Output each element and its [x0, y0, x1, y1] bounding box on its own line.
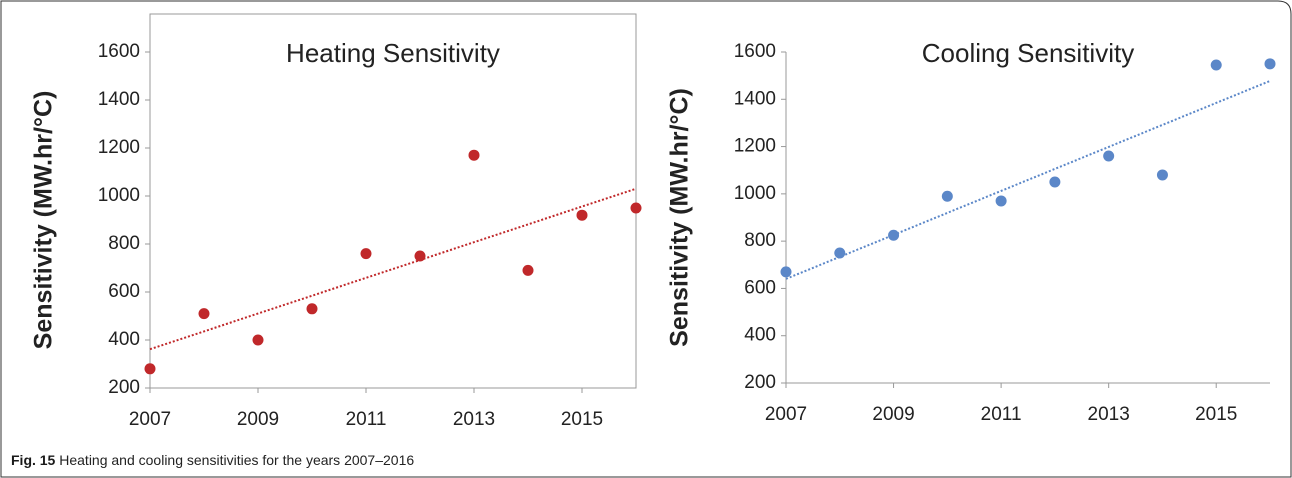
x-tick-label: 2015 — [1195, 404, 1237, 425]
x-tick-label: 2011 — [981, 404, 1022, 425]
point — [306, 303, 318, 315]
point — [522, 264, 534, 276]
chart-title: Cooling Sensitivity — [922, 38, 1134, 68]
x-tick-label: 2015 — [561, 409, 603, 430]
y-tick-label: 1000 — [734, 183, 776, 204]
point — [941, 190, 953, 202]
caption-text: Heating and cooling sensitivities for th… — [59, 452, 415, 468]
point — [1264, 58, 1276, 70]
y-tick-label: 1600 — [734, 41, 776, 62]
trendline — [149, 187, 637, 351]
point — [780, 266, 792, 278]
point — [576, 209, 588, 221]
y-axis-label: Sensitivity (MW.hr/°C) — [30, 91, 58, 350]
point — [630, 202, 642, 214]
point — [252, 334, 264, 346]
point — [834, 247, 846, 259]
y-tick-label: 1200 — [734, 136, 776, 157]
point — [1210, 59, 1222, 71]
x-tick-label: 2007 — [129, 409, 171, 430]
x-tick-label: 2009 — [872, 404, 914, 425]
y-tick-label: 400 — [744, 325, 776, 346]
trendline — [785, 80, 1271, 280]
point — [1103, 150, 1115, 162]
y-tick-label: 1200 — [98, 137, 140, 158]
point — [414, 250, 426, 262]
y-tick-label: 1400 — [734, 88, 776, 109]
chart-title: Heating Sensitivity — [286, 38, 500, 68]
y-tick-label: 1000 — [98, 185, 140, 206]
point — [1049, 176, 1061, 188]
x-tick-label: 2013 — [1088, 404, 1130, 425]
x-tick-label: 2013 — [453, 409, 495, 430]
point — [1156, 169, 1168, 181]
y-tick-label: 400 — [108, 329, 140, 350]
point — [888, 229, 900, 241]
y-tick-label: 600 — [108, 281, 140, 302]
point — [144, 363, 156, 375]
y-tick-label: 200 — [744, 372, 776, 393]
y-tick-label: 800 — [744, 230, 776, 251]
point — [995, 195, 1007, 207]
y-tick-label: 1400 — [98, 89, 140, 110]
y-axis-label: Sensitivity (MW.hr/°C) — [666, 88, 694, 347]
x-tick-label: 2007 — [765, 404, 807, 425]
caption-label: Fig. 15 — [11, 452, 56, 468]
x-tick-label: 2009 — [237, 409, 279, 430]
y-tick-label: 200 — [108, 377, 140, 398]
plot-frame — [149, 13, 637, 389]
point — [360, 248, 372, 260]
point — [468, 149, 480, 161]
point — [198, 308, 210, 320]
y-tick-label: 800 — [108, 233, 140, 254]
y-tick-label: 1600 — [98, 41, 140, 62]
x-tick-label: 2011 — [346, 409, 387, 430]
y-tick-label: 600 — [744, 277, 776, 298]
caption: Fig. 15 Heating and cooling sensitivitie… — [11, 452, 414, 468]
